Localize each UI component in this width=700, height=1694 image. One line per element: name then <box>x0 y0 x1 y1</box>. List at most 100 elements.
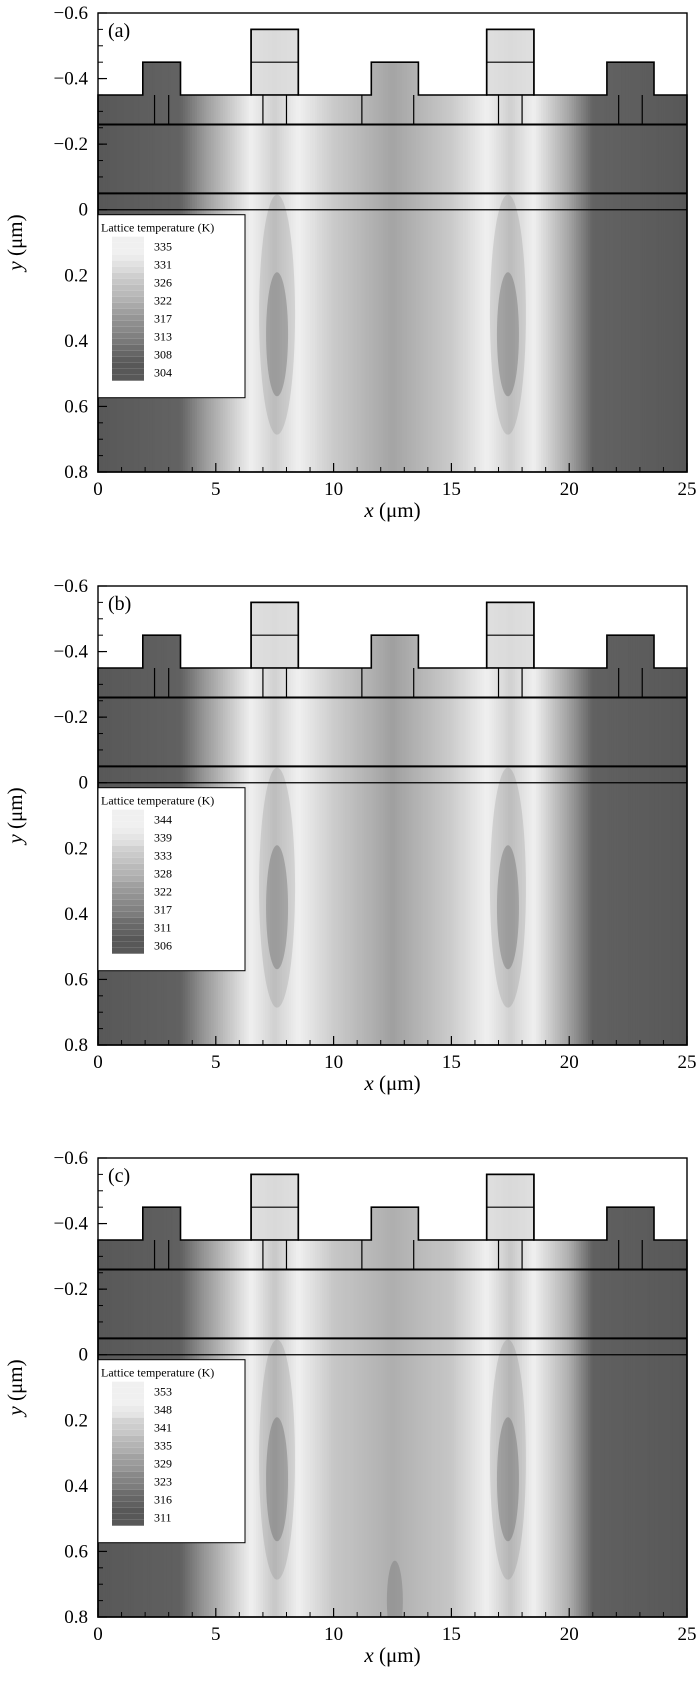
temperature-stripe <box>319 1174 323 1617</box>
legend-swatch <box>112 1447 144 1454</box>
temperature-stripe <box>248 29 252 472</box>
temperature-stripe <box>470 1174 474 1617</box>
temperature-stripe <box>463 1174 467 1617</box>
x-axis-title: x (μm) <box>363 1071 420 1095</box>
legend-swatch <box>112 1465 144 1472</box>
temperature-stripe <box>359 602 363 1045</box>
panel-label: (a) <box>108 20 130 42</box>
temperature-stripe <box>573 1174 577 1617</box>
temperature-stripe <box>376 1174 379 1617</box>
x-axis-unit: (μm) <box>374 498 421 522</box>
temperature-stripe <box>350 1174 354 1617</box>
temperature-stripe <box>298 1174 302 1617</box>
temperature-stripe <box>611 1174 615 1617</box>
temperature-stripe <box>281 602 285 1045</box>
temperature-stripe <box>258 1174 262 1617</box>
temperature-stripe <box>503 1174 507 1617</box>
temperature-stripe <box>606 29 610 472</box>
legend-swatch <box>112 236 144 243</box>
temperature-stripe <box>613 602 617 1045</box>
hot-spot <box>386 1560 403 1617</box>
temperature-stripe <box>479 602 483 1045</box>
temperature-stripe <box>529 1174 533 1617</box>
temperature-stripe <box>321 1174 325 1617</box>
temperature-stripe <box>335 602 339 1045</box>
temperature-stripe <box>361 602 365 1045</box>
temperature-stripe <box>489 29 493 472</box>
temperature-stripe <box>335 29 339 472</box>
legend-swatch <box>112 302 144 309</box>
temperature-stripe <box>510 602 514 1045</box>
temperature-stripe <box>463 29 467 472</box>
temperature-stripe <box>507 602 511 1045</box>
temperature-stripe <box>352 602 356 1045</box>
x-axis-unit: (μm) <box>374 1071 421 1095</box>
temperature-stripe <box>517 29 521 472</box>
temperature-stripe <box>302 1174 306 1617</box>
x-tick-label: 20 <box>560 1624 579 1645</box>
temperature-stripe <box>460 1174 464 1617</box>
temperature-stripe <box>423 602 427 1045</box>
legend-swatch <box>112 1489 144 1496</box>
legend-swatch <box>112 1435 144 1442</box>
temperature-stripe <box>557 602 561 1045</box>
temperature-stripe <box>340 29 344 472</box>
temperature-stripe <box>251 1174 255 1617</box>
temperature-stripe <box>432 602 436 1045</box>
temperature-stripe <box>319 602 323 1045</box>
temperature-stripe <box>343 1174 346 1617</box>
temperature-stripe <box>279 602 283 1045</box>
temperature-stripe <box>453 1174 457 1617</box>
temperature-stripe <box>482 29 485 472</box>
temperature-stripe <box>533 602 537 1045</box>
temperature-stripe <box>515 1174 518 1617</box>
y-axis-variable: y <box>3 834 27 846</box>
temperature-stripe <box>569 29 573 472</box>
legend-swatch <box>112 350 144 357</box>
hot-spot <box>259 1339 296 1580</box>
temperature-stripe <box>606 602 610 1045</box>
y-tick-label: −0.4 <box>54 69 89 90</box>
temperature-stripe <box>642 602 646 1045</box>
temperature-stripe <box>416 29 420 472</box>
legend-swatch <box>112 338 144 345</box>
temperature-stripe <box>602 1174 606 1617</box>
x-tick-label: 15 <box>442 1624 461 1645</box>
temperature-stripe <box>595 1174 599 1617</box>
temperature-stripe <box>305 1174 309 1617</box>
y-tick-label: 0 <box>79 773 89 794</box>
temperature-stripe <box>491 29 495 472</box>
temperature-stripe <box>500 29 504 472</box>
temperature-stripe <box>609 602 613 1045</box>
temperature-stripe <box>284 602 288 1045</box>
temperature-stripe <box>618 1174 622 1617</box>
temperature-stripe <box>430 1174 434 1617</box>
device-outline <box>97 28 688 473</box>
legend-swatch <box>112 1423 144 1430</box>
contact-outline <box>497 94 523 126</box>
temperature-stripe <box>286 602 290 1045</box>
y-axis-title: y (μm) <box>3 214 27 272</box>
temperature-stripe <box>559 29 563 472</box>
y-tick-label: −0.4 <box>54 1214 89 1235</box>
temperature-stripe <box>267 602 271 1045</box>
temperature-stripe <box>623 29 627 472</box>
legend-value: 331 <box>154 258 172 272</box>
legend-swatch <box>112 1459 144 1466</box>
temperature-stripe <box>656 29 660 472</box>
temperature-stripe <box>519 1174 523 1617</box>
legend-value: 317 <box>154 312 172 326</box>
temperature-stripe <box>531 1174 535 1617</box>
temperature-stripe <box>576 29 580 472</box>
temperature-stripe <box>376 602 379 1045</box>
temperature-stripe <box>540 602 544 1045</box>
temperature-stripe <box>279 1174 283 1617</box>
y-tick-label: 0.2 <box>64 838 88 859</box>
legend-swatch <box>112 821 144 828</box>
temperature-stripe <box>515 602 518 1045</box>
temperature-stripe <box>408 29 412 472</box>
temperature-stripe <box>274 1174 278 1617</box>
temperature-stripe <box>578 602 582 1045</box>
temperature-stripe <box>364 602 368 1045</box>
temperature-stripe <box>580 1174 584 1617</box>
